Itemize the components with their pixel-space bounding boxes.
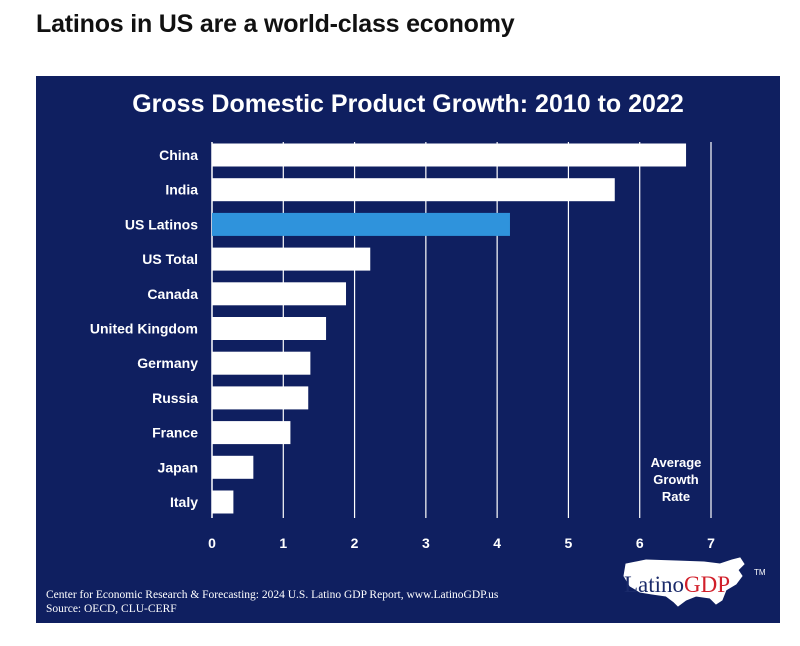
axis-annotation: Rate bbox=[662, 489, 690, 504]
us-map-icon bbox=[623, 557, 745, 607]
logo-gdp-text: GDP bbox=[684, 572, 731, 597]
bar bbox=[212, 247, 371, 271]
bar bbox=[212, 351, 311, 375]
x-tick-label: 6 bbox=[636, 535, 644, 551]
category-label: Germany bbox=[137, 355, 198, 371]
category-label: China bbox=[159, 147, 198, 163]
x-tick-label: 2 bbox=[351, 535, 359, 551]
bar bbox=[212, 421, 291, 445]
chart-title: Gross Domestic Product Growth: 2010 to 2… bbox=[132, 90, 684, 118]
page-headline: Latinos in US are a world-class economy bbox=[36, 10, 515, 38]
category-label: Italy bbox=[170, 494, 198, 510]
bar-chart: China India US Latinos US Total Canada United… bbox=[90, 142, 715, 551]
latinogdp-logo: LatinoGDP TM bbox=[616, 554, 766, 614]
category-label: Canada bbox=[147, 286, 198, 302]
x-tick-label: 5 bbox=[565, 535, 573, 551]
bar bbox=[212, 317, 327, 340]
bar bbox=[212, 490, 234, 514]
category-label: Japan bbox=[158, 459, 198, 475]
footer-credit: Center for Economic Research & Forecasti… bbox=[46, 589, 499, 601]
category-label: France bbox=[152, 425, 198, 441]
chart-panel: Gross Domestic Product Growth: 2010 to 2… bbox=[36, 76, 780, 623]
x-tick-label: 4 bbox=[493, 535, 501, 551]
x-tick-label: 7 bbox=[707, 535, 715, 551]
x-tick-label: 3 bbox=[422, 535, 430, 551]
chart-footer: Center for Economic Research & Forecasti… bbox=[46, 588, 498, 616]
bar bbox=[212, 143, 687, 167]
bar bbox=[212, 212, 510, 236]
category-label: US Latinos bbox=[125, 216, 198, 232]
logo-latino-text: Latino bbox=[624, 572, 685, 597]
logo-trademark: TM bbox=[754, 568, 766, 577]
bar bbox=[212, 455, 254, 479]
logo-wordmark: LatinoGDP bbox=[624, 572, 730, 598]
category-label: United Kingdom bbox=[90, 321, 198, 337]
x-tick-label: 0 bbox=[208, 535, 216, 551]
category-label: Russia bbox=[152, 390, 198, 406]
x-tick-label: 1 bbox=[279, 535, 287, 551]
axis-annotation: Growth bbox=[653, 472, 699, 487]
axis-annotation: Average bbox=[651, 455, 702, 470]
bar bbox=[212, 178, 615, 202]
footer-source: Source: OECD, CLU-CERF bbox=[46, 603, 177, 615]
category-label: India bbox=[165, 182, 198, 198]
bar bbox=[212, 282, 347, 306]
bar bbox=[212, 386, 309, 410]
category-label: US Total bbox=[142, 251, 198, 267]
